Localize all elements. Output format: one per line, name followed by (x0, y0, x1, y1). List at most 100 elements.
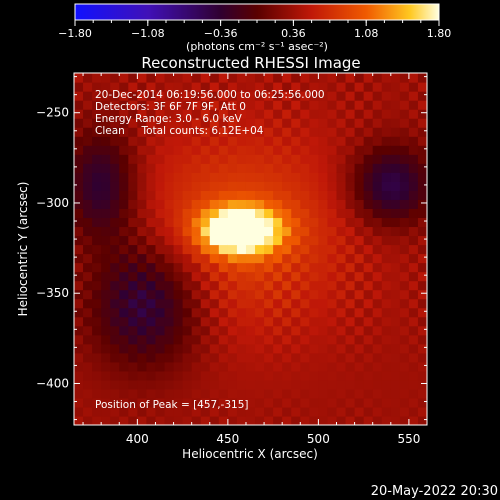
heatmap-cell (155, 262, 166, 273)
heatmap-cell (146, 109, 157, 119)
heatmap-cell (408, 334, 419, 345)
heatmap-cell (173, 253, 184, 264)
heatmap-cell (345, 271, 356, 282)
heatmap-cell (273, 181, 283, 191)
heatmap-cell (146, 316, 157, 327)
heatmap-cell (128, 352, 138, 363)
heatmap-cell (390, 235, 401, 246)
heatmap-cell (209, 343, 220, 354)
heatmap-cell (282, 136, 292, 146)
heatmap-cell (372, 154, 383, 164)
heatmap-cell (399, 181, 410, 191)
heatmap-cell (327, 136, 338, 146)
heatmap-cell (164, 415, 175, 425)
heatmap-cell (128, 136, 138, 146)
heatmap-cell (200, 388, 211, 399)
heatmap-cell (291, 163, 301, 173)
heatmap-cell (408, 154, 419, 164)
heatmap-cell (273, 379, 283, 390)
heatmap-cell (200, 325, 211, 336)
heatmap-cell (300, 109, 310, 119)
heatmap-cell (92, 181, 102, 191)
heatmap-cell (273, 190, 283, 200)
heatmap-cell (417, 172, 427, 182)
heatmap-cell (282, 163, 292, 173)
heatmap-cell (128, 127, 138, 137)
heatmap-cell (245, 370, 256, 381)
heatmap-cell (209, 280, 220, 291)
heatmap-cell (273, 298, 283, 309)
heatmap-cell (327, 316, 338, 327)
heatmap-cell (291, 100, 301, 110)
heatmap-cell (381, 172, 392, 182)
heatmap-cell (282, 100, 292, 110)
heatmap-cell (209, 73, 220, 83)
heatmap-cell (264, 244, 274, 255)
heatmap-cell (191, 163, 202, 173)
heatmap-cell (255, 307, 265, 318)
heatmap-cell (218, 307, 229, 318)
heatmap-cell (110, 145, 120, 155)
heatmap-cell (273, 226, 283, 237)
heatmap-cell (245, 190, 256, 200)
heatmap-cell (408, 217, 419, 228)
heatmap-cell (182, 127, 193, 137)
heatmap-cell (273, 235, 283, 246)
heatmap-cell (345, 100, 356, 110)
heatmap-cell (155, 253, 166, 264)
heatmap-cell (146, 145, 157, 155)
heatmap-cell (327, 361, 338, 372)
heatmap-cell (101, 235, 111, 246)
heatmap-cell (291, 91, 301, 101)
heatmap-cell (128, 82, 138, 92)
heatmap-cell (291, 199, 301, 209)
heatmap-cell (327, 181, 338, 191)
heatmap-cell (273, 307, 283, 318)
heatmap-cell (309, 163, 319, 173)
heatmap-cell (309, 253, 319, 264)
heatmap-cell (146, 280, 157, 291)
heatmap-cell (236, 172, 247, 182)
heatmap-cell (381, 253, 392, 264)
heatmap-cell (336, 154, 347, 164)
heatmap-cell (354, 154, 365, 164)
heatmap-cell (209, 316, 220, 327)
heatmap-cell (182, 352, 193, 363)
heatmap-cell (363, 190, 374, 200)
heatmap-cell (327, 334, 338, 345)
heatmap-cell (291, 190, 301, 200)
heatmap-cell (164, 154, 175, 164)
heatmap-cell (336, 226, 347, 237)
heatmap-cell (291, 154, 301, 164)
heatmap-cell (399, 154, 410, 164)
heatmap-cell (390, 181, 401, 191)
heatmap-cell (218, 343, 229, 354)
heatmap-cell (155, 361, 166, 372)
heatmap-cell (92, 199, 102, 209)
heatmap-cell (209, 109, 220, 119)
heatmap-cell (417, 307, 427, 318)
heatmap-cell (92, 415, 102, 425)
heatmap-cell (119, 217, 129, 228)
heatmap-cell (92, 244, 102, 255)
heatmap-cell (354, 271, 365, 282)
heatmap-cell (92, 73, 102, 83)
heatmap-cell (309, 82, 319, 92)
heatmap-cell (381, 181, 392, 191)
heatmap-cell (336, 379, 347, 390)
heatmap-cell (399, 370, 410, 381)
heatmap-cell (354, 406, 365, 417)
heatmap-cell (92, 163, 102, 173)
heatmap-cell (218, 235, 229, 246)
heatmap-cell (164, 379, 175, 390)
heatmap-cell (164, 262, 175, 273)
heatmap-cell (300, 316, 310, 327)
heatmap-cell (173, 388, 184, 399)
heatmap-cell (318, 325, 329, 336)
heatmap-cell (390, 145, 401, 155)
heatmap-cell (399, 271, 410, 282)
heatmap-cell (363, 361, 374, 372)
heatmap-cell (200, 136, 211, 146)
heatmap-cell (417, 334, 427, 345)
heatmap-cell (417, 352, 427, 363)
